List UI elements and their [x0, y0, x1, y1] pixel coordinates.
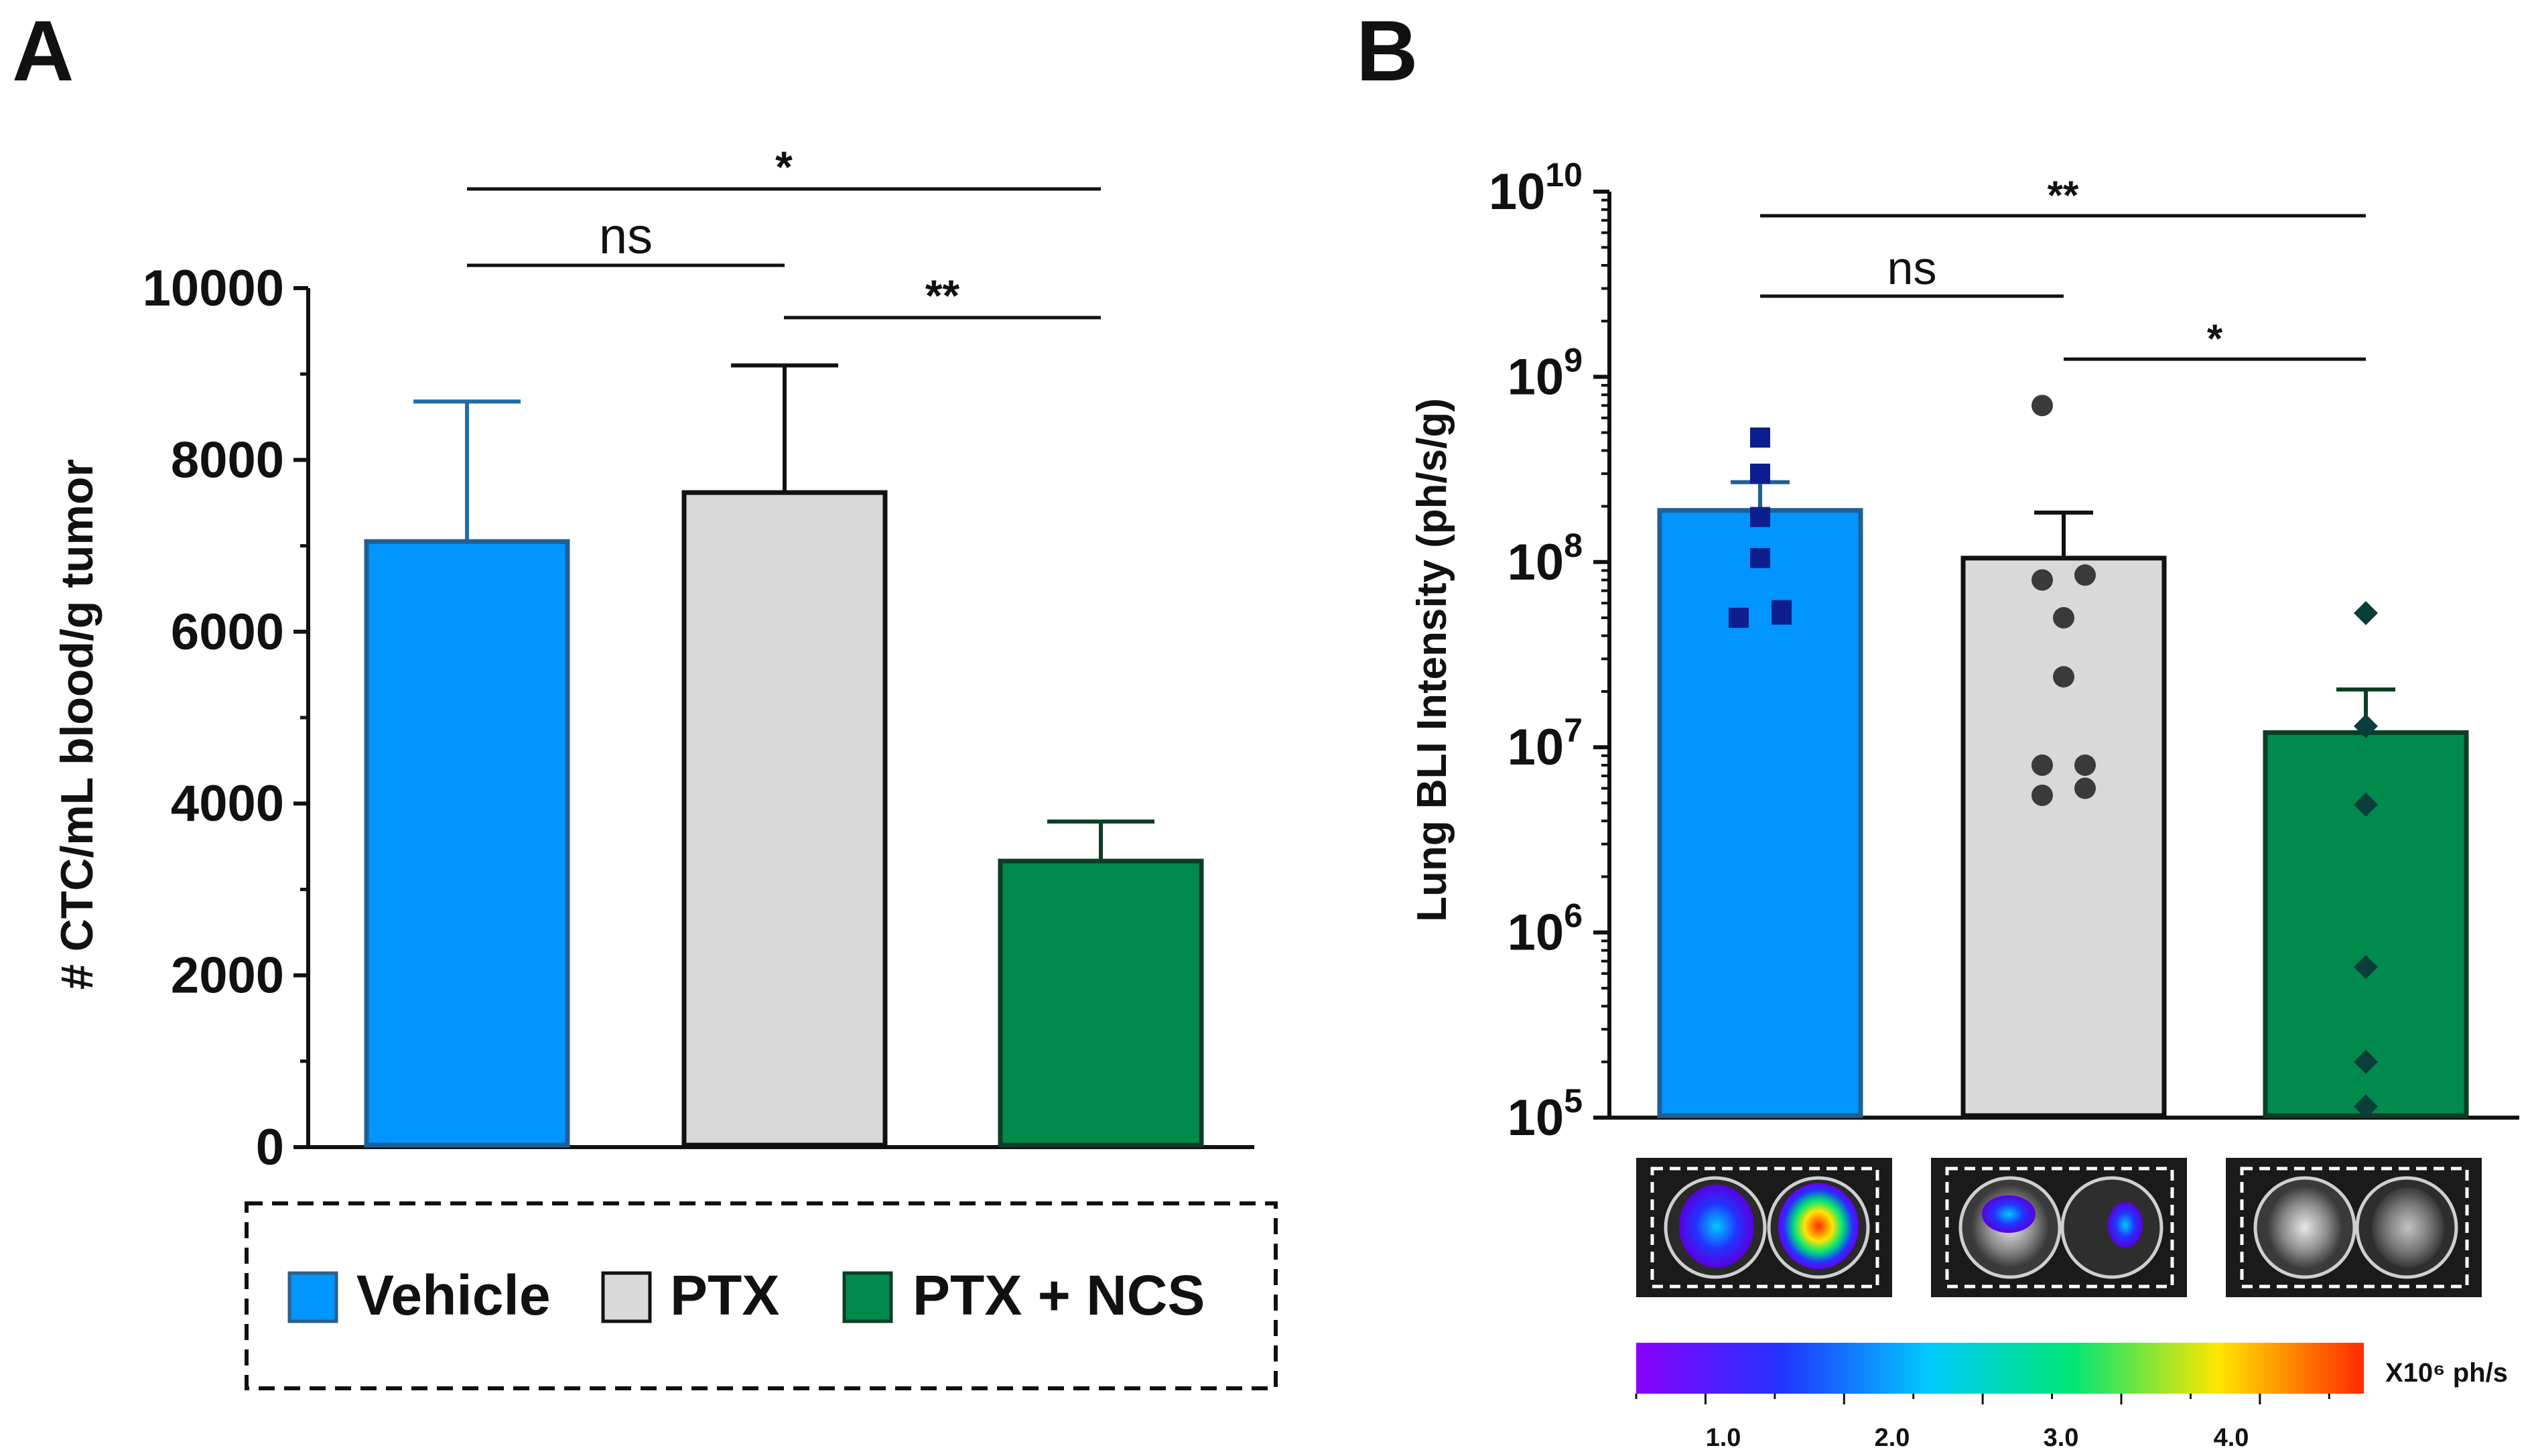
panel-b-point	[2031, 569, 2053, 591]
panel-b-sig-label: *	[2207, 316, 2223, 361]
panel-b-point	[2354, 1094, 2378, 1119]
panel-b-sig-label: **	[2048, 173, 2079, 218]
panel-b-ylabel: Lung BLI Intensity (ph/s/g)	[1409, 398, 1455, 922]
panel-a-ytick-label: 8000	[171, 432, 284, 488]
panel-b-ytick-label: 109	[1508, 341, 1583, 405]
colorbar-tick-label: 1.0	[1706, 1424, 1741, 1452]
panel-a-ytick-label: 2000	[171, 947, 284, 1004]
bli-image-ptx	[1931, 1158, 2187, 1297]
legend-label-vehicle: Vehicle	[356, 1264, 551, 1327]
panel-b-point	[2074, 564, 2096, 586]
panel-b-point	[2354, 601, 2378, 626]
panel-b-point	[2074, 754, 2096, 776]
panel-b-point	[2031, 754, 2053, 776]
panel-b-ytick-label: 108	[1508, 527, 1583, 591]
panel-b-label: B	[1356, 3, 1418, 99]
panel-b-ytick-label: 107	[1508, 712, 1583, 776]
panel-b-point	[2031, 784, 2053, 806]
colorbar-tick-label: 3.0	[2044, 1424, 2079, 1452]
panel-b-bar-vehicle	[1657, 508, 1863, 1118]
bli-image-ptx-ncs	[2226, 1158, 2482, 1297]
panel-b-point	[2053, 666, 2074, 688]
panel-a-bar-ptx	[681, 490, 888, 1148]
panel-b-point	[2031, 395, 2053, 417]
panel-b-point	[1750, 463, 1770, 484]
panel-a-bar-ptx-ncs	[998, 858, 1204, 1148]
panel-a-bar-vehicle	[364, 539, 570, 1148]
bli-images	[1636, 1158, 2482, 1297]
colorbar-tick-label: 4.0	[2214, 1424, 2249, 1452]
panel-b-ytick-label: 105	[1508, 1082, 1583, 1146]
panel-a-ytick-label: 10000	[143, 260, 284, 317]
panel-a-ytick-label: 4000	[171, 775, 284, 832]
panel-b-point	[1750, 427, 1770, 448]
panel-b-point	[2354, 1049, 2378, 1074]
panel-a-sig-label: ns	[599, 208, 653, 265]
panel-b-point	[2354, 955, 2378, 980]
panel-b-point	[2354, 714, 2378, 738]
colorbar-tick-label: 2.0	[1875, 1424, 1910, 1452]
panel-b-ytick-label: 106	[1508, 897, 1583, 962]
panel-a-ylabel: # CTC/mL blood/g tumor	[52, 459, 103, 990]
legend-swatch-vehicle	[287, 1271, 338, 1323]
panel-a-legend: Vehicle PTX PTX + NCS	[245, 1201, 1278, 1390]
panel-a-sig-label: *	[775, 142, 793, 192]
panel-a-sig-label: **	[925, 271, 960, 320]
panel-b-point	[1729, 608, 1749, 628]
legend-swatch-ptx-ncs	[842, 1271, 893, 1323]
colorbar-ticks: 1.0 2.0 3.0 4.0	[1635, 1394, 2330, 1452]
panel-b-point	[2074, 777, 2096, 799]
legend-box	[245, 1201, 1278, 1390]
panel-b-ytick-label: 1010	[1489, 156, 1583, 220]
panel-b-sig-label: ns	[1887, 242, 1937, 294]
panel-a-ytick-label: 0	[256, 1119, 284, 1176]
panel-a-chart: 0 2000 4000 6000 8000 10000 # CTC/mL blood/g t…	[52, 142, 1254, 1176]
bli-image-vehicle	[1636, 1158, 1892, 1297]
panel-b-chart: 105 106 107 108 109 1010 Lung BLI Intensity (p…	[1409, 156, 2519, 1146]
legend-label-ptx: PTX	[670, 1264, 779, 1327]
colorbar: X10⁶ ph/s 1.0 2.0 3.0 4.0	[1635, 1343, 2508, 1452]
panel-b-point	[1772, 604, 1792, 625]
colorbar-unit: X10⁶ ph/s	[2385, 1358, 2508, 1388]
panel-b-point	[1750, 547, 1770, 568]
panel-b-point	[2053, 607, 2074, 629]
legend-swatch-ptx	[601, 1271, 652, 1323]
panel-b-point	[1750, 507, 1770, 527]
panel-b-point	[2354, 792, 2378, 817]
panel-a-ytick-label: 6000	[171, 604, 284, 661]
colorbar-gradient	[1636, 1343, 2364, 1394]
legend-label-ptx-ncs: PTX + NCS	[913, 1264, 1205, 1327]
panel-b-bar-ptx	[1960, 555, 2167, 1118]
panel-a-label: A	[12, 3, 74, 99]
